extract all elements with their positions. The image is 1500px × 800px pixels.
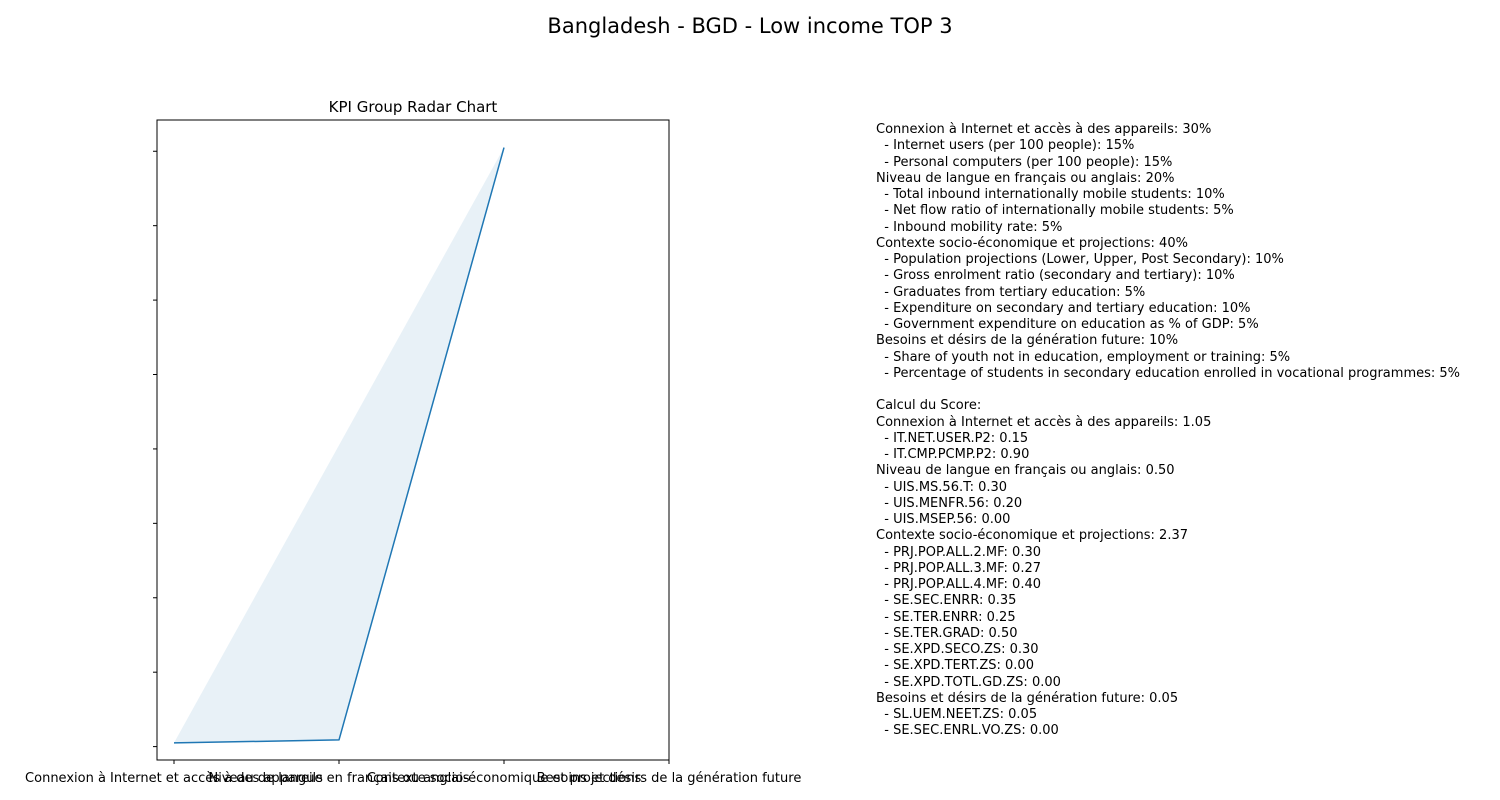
series-area-fill — [174, 147, 504, 743]
kpi-weights-and-scores-text: Connexion à Internet et accès à des appa… — [876, 122, 1461, 739]
plot-frame — [156, 119, 670, 761]
y-axis — [153, 150, 157, 748]
x-tick-label: Connexion à Internet et accès à des appa… — [25, 771, 323, 786]
x-tick-label: Contexte socio-économique et projections — [367, 771, 642, 786]
chart-marks — [173, 147, 505, 744]
x-axis: Connexion à Internet et accès à des appa… — [25, 760, 801, 786]
chart-title: KPI Group Radar Chart — [329, 98, 498, 116]
series-line — [173, 147, 505, 744]
x-tick-label: Besoins et désirs de la génération futur… — [537, 771, 802, 786]
page-title: Bangladesh - BGD - Low income TOP 3 — [547, 14, 953, 38]
x-tick-label: Niveau de langue en français ou anglais — [208, 771, 469, 786]
